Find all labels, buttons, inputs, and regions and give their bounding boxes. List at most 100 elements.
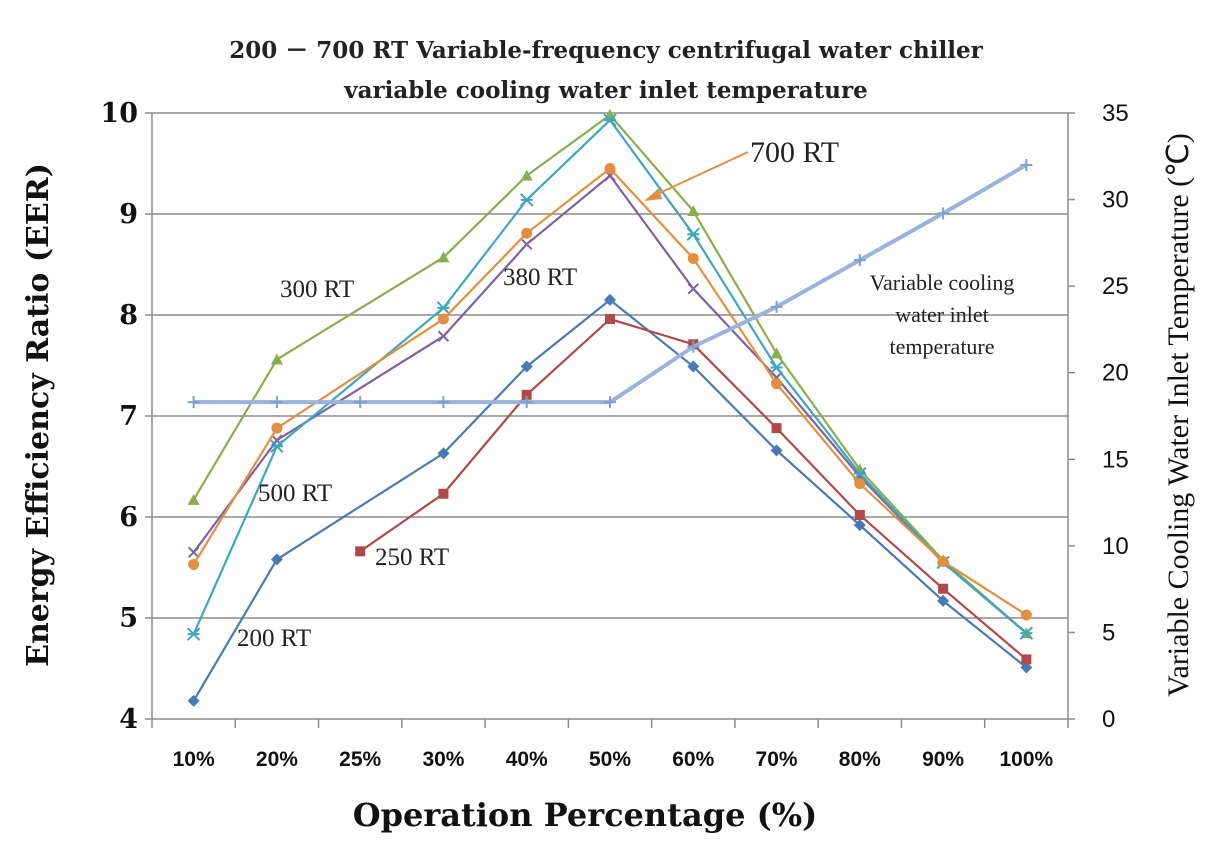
data-point-500-rt-50pct <box>603 113 617 127</box>
x-tick-label-50pct: 50% <box>589 748 631 771</box>
data-point-300-rt-30pct <box>437 251 450 263</box>
data-point-250-rt-50pct <box>605 314 615 325</box>
y2-tick-label-25: 25 <box>1102 273 1129 300</box>
data-point-200-rt-70pct <box>770 444 783 457</box>
data-point-250-rt-70pct <box>771 423 782 434</box>
y-axis-label: Energy Efficiency Ratio (EER) <box>21 163 56 667</box>
data-point-700-rt-50pct <box>604 163 616 175</box>
y2-axis-label: Variable Cooling Water Inlet Temperature… <box>1162 133 1195 697</box>
data-point-700-rt-90pct <box>937 555 949 567</box>
data-point-200-rt-30pct <box>437 447 450 460</box>
chart-title-line2: variable cooling water inlet temperature <box>343 77 867 104</box>
chart-title-line1: 200 － 700 RT Variable-frequency centrifu… <box>229 37 983 64</box>
annotation-temp-line2: water inlet <box>895 302 988 327</box>
annotation-380rt: 380 RT <box>503 264 577 291</box>
y-axis-ticks: 4 5 6 7 8 9 10 <box>100 98 152 735</box>
data-point-variable-cooling-water-inlet-temperature-90pct <box>937 207 950 220</box>
series <box>186 109 1034 707</box>
y2-axis-ticks: 0 5 10 15 20 25 30 35 <box>1068 100 1129 733</box>
data-point-300-rt-10pct <box>187 493 200 505</box>
data-point-250-rt-40pct <box>521 389 532 400</box>
y-tick-label-9: 9 <box>119 199 138 230</box>
data-point-variable-cooling-water-inlet-temperature-80pct <box>853 254 866 267</box>
y-tick-label-6: 6 <box>119 502 138 533</box>
y-tick-label-10: 10 <box>100 98 138 129</box>
y-tick-label-7: 7 <box>119 401 138 432</box>
data-point-300-rt-70pct <box>770 347 783 359</box>
x-tick-label-70pct: 70% <box>756 748 798 771</box>
y2-tick-label-10: 10 <box>1102 533 1129 560</box>
data-point-250-rt-25pct <box>355 546 366 557</box>
data-point-variable-cooling-water-inlet-temperature-70pct <box>770 300 783 313</box>
data-point-500-rt-10pct <box>186 627 201 641</box>
data-point-200-rt-100pct <box>1020 661 1033 674</box>
data-point-250-rt-80pct <box>854 509 865 520</box>
data-point-300-rt-60pct <box>687 204 700 216</box>
annotation-250rt: 250 RT <box>375 544 449 571</box>
series-line-200-rt <box>192 298 1028 702</box>
data-point-200-rt-90pct <box>937 594 950 607</box>
x-tick-label-20pct: 20% <box>256 748 298 771</box>
data-point-500-rt-70pct <box>769 360 784 375</box>
data-point-variable-cooling-water-inlet-temperature-30pct <box>437 396 450 409</box>
annotation-200rt: 200 RT <box>237 625 311 652</box>
series-line-700-rt <box>192 167 1027 616</box>
annotation-temp-line1: Variable cooling <box>870 270 1015 295</box>
data-point-variable-cooling-water-inlet-temperature-20pct <box>270 396 283 409</box>
series-300-rt <box>187 109 1033 639</box>
data-point-700-rt-30pct <box>437 313 449 325</box>
data-point-500-rt-100pct <box>1019 626 1034 640</box>
y2-tick-label-20: 20 <box>1102 360 1129 387</box>
y2-tick-label-35: 35 <box>1102 100 1129 127</box>
data-point-variable-cooling-water-inlet-temperature-25pct <box>354 396 367 409</box>
annotation-700rt-arrowhead <box>644 188 662 201</box>
data-point-700-rt-20pct <box>271 422 283 434</box>
data-point-500-rt-30pct <box>436 301 451 315</box>
y2-tick-label-15: 15 <box>1102 446 1129 473</box>
x-tick-label-30pct: 30% <box>422 748 464 771</box>
data-point-200-rt-40pct <box>520 360 533 373</box>
data-point-200-rt-80pct <box>853 519 866 532</box>
series-700-rt <box>188 163 1032 621</box>
data-point-300-rt-40pct <box>520 169 533 181</box>
y2-tick-label-30: 30 <box>1102 187 1129 214</box>
x-tick-label-60pct: 60% <box>672 748 714 771</box>
y2-tick-label-5: 5 <box>1102 619 1115 646</box>
data-point-200-rt-60pct <box>687 360 700 373</box>
data-point-variable-cooling-water-inlet-temperature-60pct <box>687 340 700 353</box>
annotation-700rt-pointer <box>652 151 749 197</box>
data-point-200-rt-20pct <box>270 553 283 566</box>
data-point-380-rt-10pct <box>187 546 200 559</box>
data-point-250-rt-100pct <box>1021 654 1032 665</box>
data-point-variable-cooling-water-inlet-temperature-100pct <box>1020 158 1033 171</box>
x-tick-label-40pct: 40% <box>506 748 548 771</box>
data-point-700-rt-100pct <box>1020 609 1032 621</box>
data-point-380-rt-40pct <box>521 238 533 251</box>
data-point-200-rt-10pct <box>187 694 200 707</box>
data-point-500-rt-60pct <box>686 227 700 241</box>
data-point-variable-cooling-water-inlet-temperature-40pct <box>520 396 533 409</box>
data-point-variable-cooling-water-inlet-temperature-50pct <box>604 396 616 409</box>
series-line-500-rt <box>192 118 1028 635</box>
series-500-rt <box>186 113 1034 641</box>
data-point-700-rt-70pct <box>771 378 783 390</box>
data-point-300-rt-20pct <box>270 353 283 365</box>
annotation-temp-line3: temperature <box>889 334 994 359</box>
y-tick-label-8: 8 <box>119 300 138 331</box>
x-tick-label-10pct: 10% <box>173 748 215 771</box>
data-point-500-rt-40pct <box>520 193 534 207</box>
x-tick-label-100pct: 100% <box>1000 748 1054 771</box>
x-tick-label-90pct: 90% <box>922 748 964 771</box>
y-tick-label-4: 4 <box>119 704 138 735</box>
x-tick-label-80pct: 80% <box>839 748 881 771</box>
annotation-700rt: 700 RT <box>750 136 839 169</box>
y2-tick-label-0: 0 <box>1102 706 1115 733</box>
data-point-200-rt-50pct <box>604 293 616 306</box>
data-point-250-rt-30pct <box>438 488 449 499</box>
data-point-700-rt-10pct <box>188 558 200 570</box>
series-line-300-rt <box>192 113 1028 634</box>
data-point-500-rt-20pct <box>270 439 284 454</box>
data-point-250-rt-90pct <box>938 583 949 594</box>
annotation-300rt: 300 RT <box>280 276 354 303</box>
